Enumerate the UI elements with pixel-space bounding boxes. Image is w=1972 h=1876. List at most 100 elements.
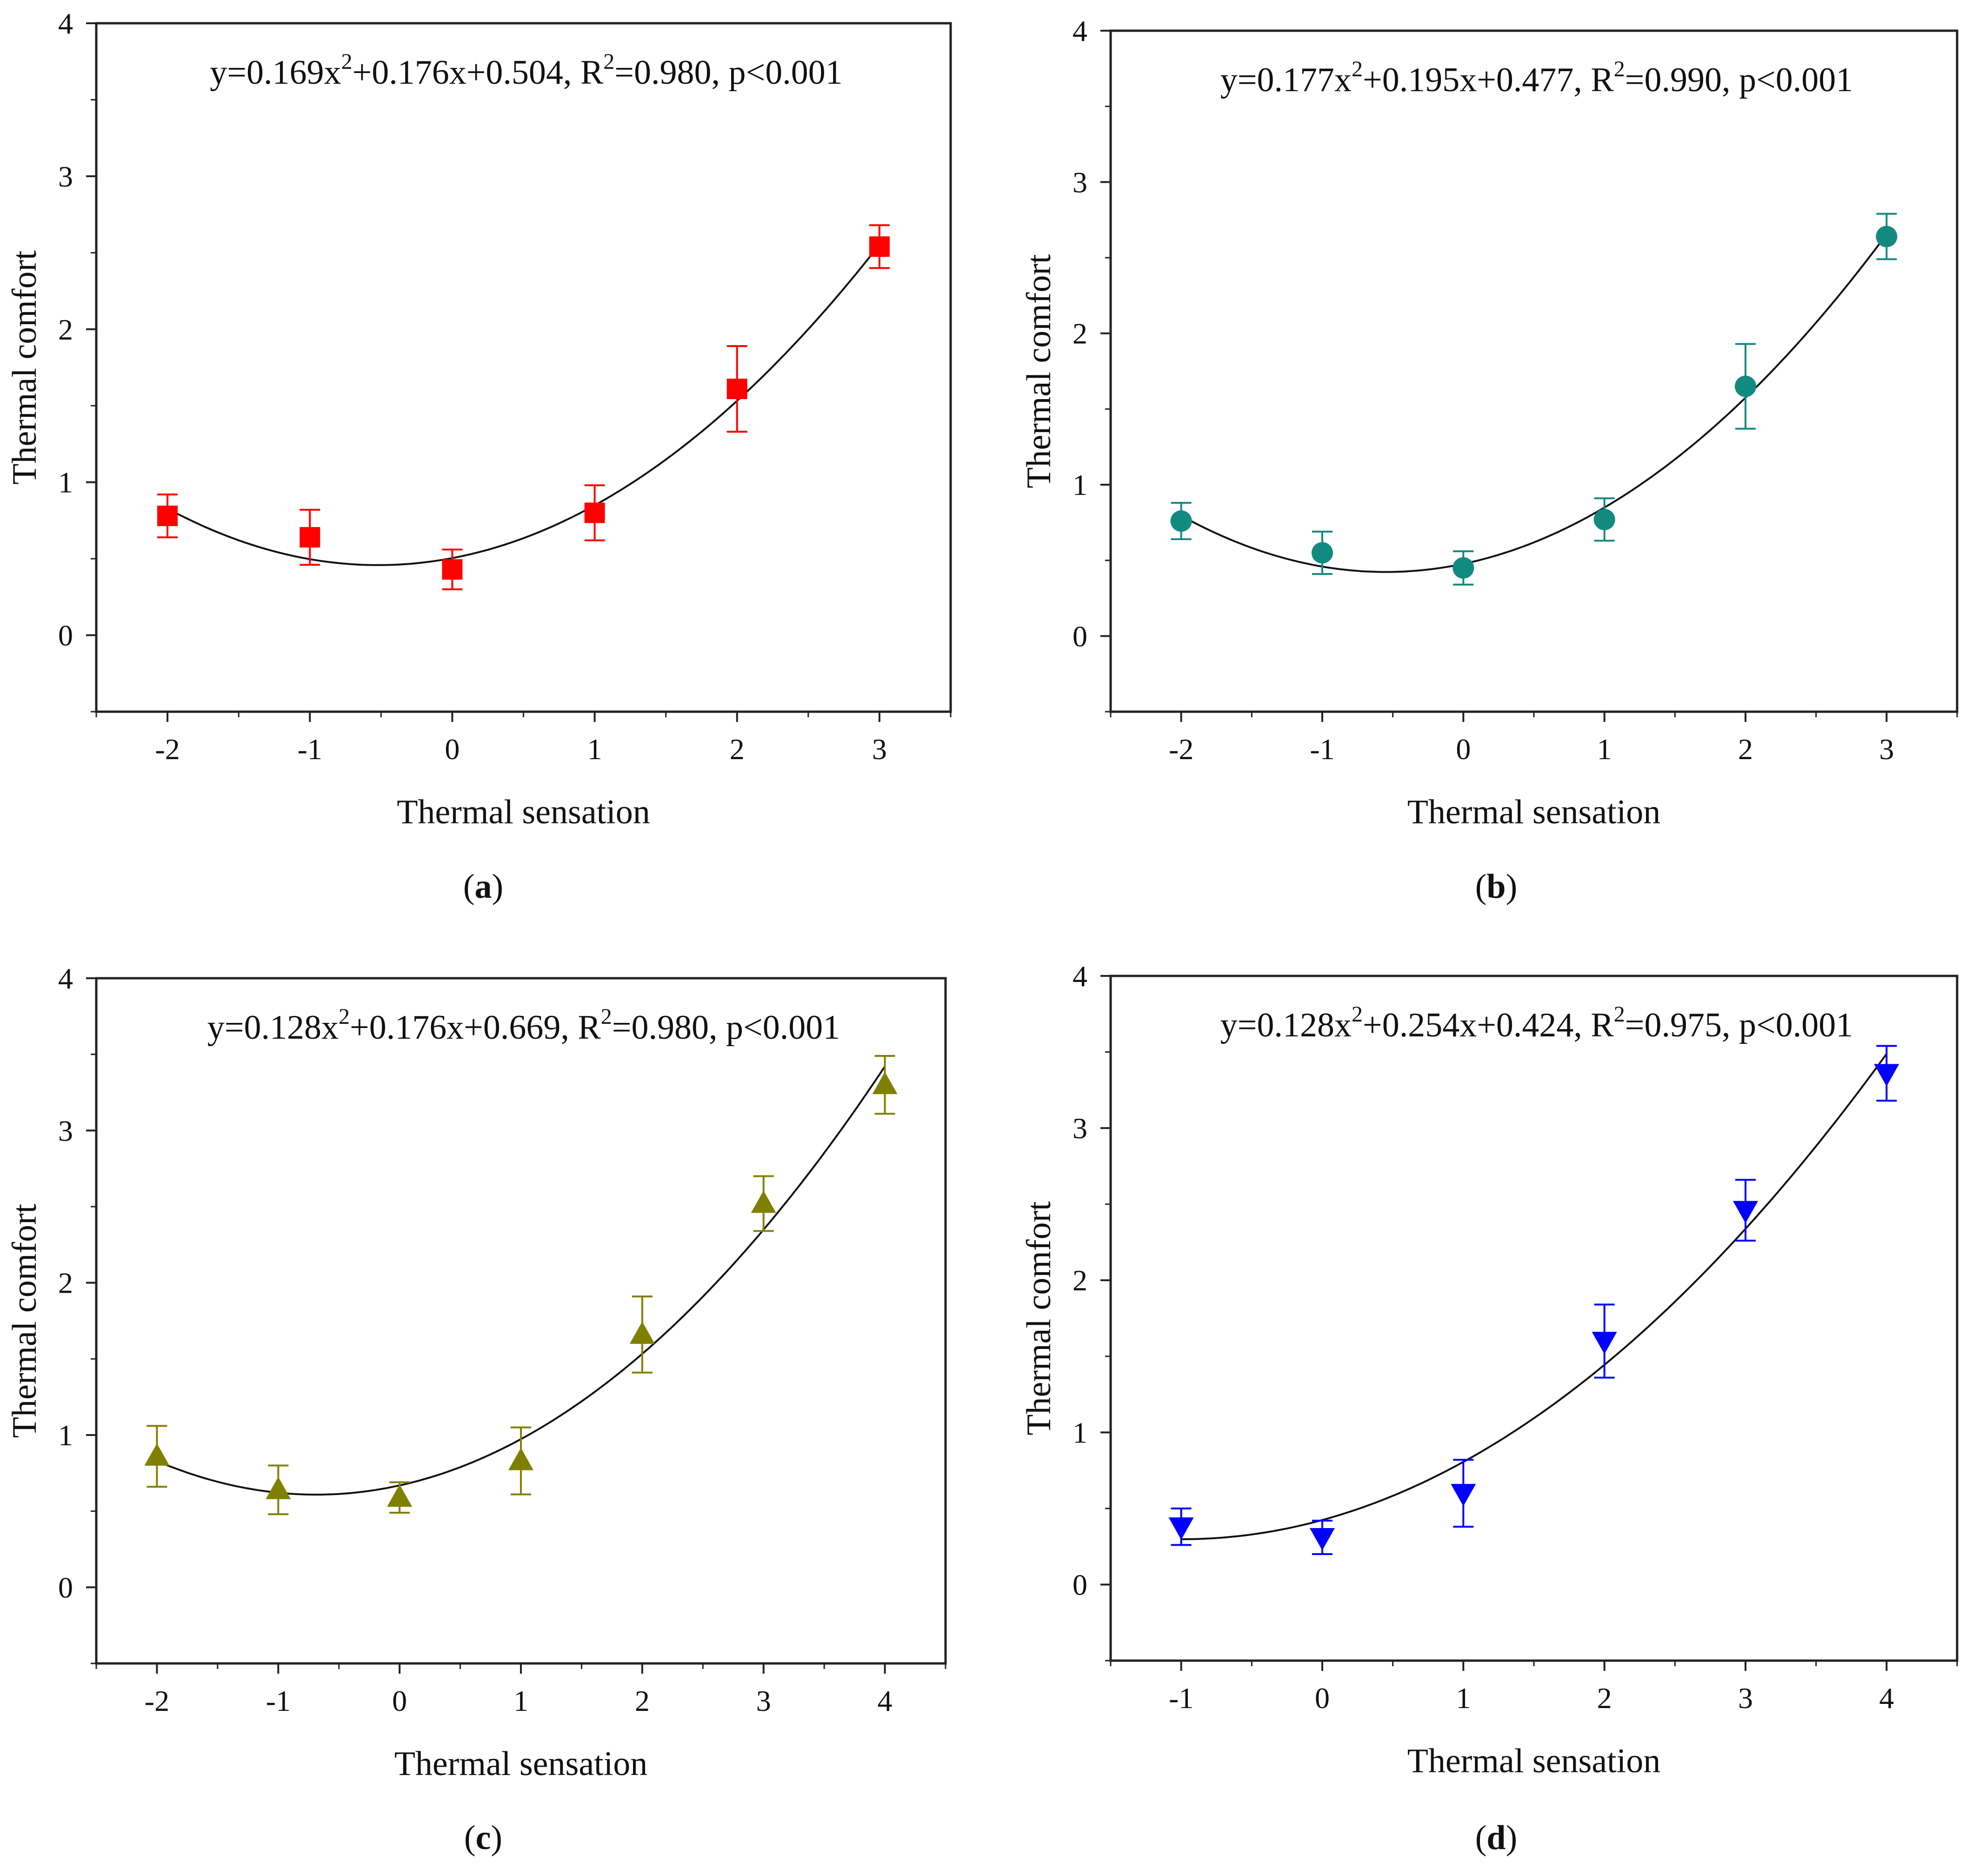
fit-curve: [1180, 234, 1887, 573]
paren: (: [1475, 1819, 1487, 1857]
equation-part: =0.980, p<0.001: [612, 1008, 840, 1047]
panel-letter: b: [1486, 868, 1506, 906]
plot-frame: [95, 22, 952, 713]
y-tick-label: 2: [58, 313, 73, 346]
x-tick-label: -2: [145, 1684, 169, 1717]
y-axis-label: Thermal comfort: [1020, 254, 1058, 488]
x-tick-label: 3: [756, 1684, 771, 1717]
y-tick-label: 1: [58, 466, 73, 499]
x-tick-label: 4: [1879, 1682, 1894, 1715]
plot-frame: [95, 977, 947, 1665]
paren: (: [464, 1819, 476, 1857]
x-axis-label: Thermal sensation: [1407, 1742, 1661, 1780]
panel-label: (a): [463, 868, 503, 906]
x-tick-label: 0: [392, 1684, 407, 1717]
x-tick-label: 3: [1879, 733, 1894, 766]
y-tick-label: 4: [58, 7, 73, 40]
data-point: [1593, 508, 1615, 530]
y-tick-label: 0: [58, 619, 73, 652]
paren: (: [463, 868, 475, 906]
chart-panel-c: 0 1 2 3 4 -2 -1 0 1 2 3 4 Thermal sensation Thermal c…: [6, 962, 947, 1857]
data-point: [1310, 1528, 1335, 1551]
y-axis-label: Thermal comfort: [6, 250, 44, 485]
panel-letter: c: [476, 1819, 491, 1857]
paren: (: [1475, 868, 1487, 906]
chart-panel-d: 0 1 2 3 4 -1 0 1 2 3 4 Thermal sensation Thermal com…: [1020, 960, 1959, 1857]
x-tick-label: 0: [1456, 733, 1471, 766]
y-tick-label: 0: [1073, 620, 1087, 653]
equation-part: y=0.169x: [210, 53, 341, 92]
equation-part: y=0.128x: [207, 1008, 339, 1047]
panel-label: (c): [464, 1819, 502, 1857]
data-point: [157, 506, 178, 527]
y-tick-label: 2: [1073, 1264, 1087, 1297]
y-tick-label: 4: [1073, 960, 1087, 993]
x-tick-label: 2: [1738, 733, 1753, 766]
panel-label: (d): [1475, 1819, 1517, 1857]
y-tick-label: 2: [58, 1267, 73, 1300]
y-tick-label: 3: [1073, 166, 1087, 199]
data-point: [872, 1072, 898, 1095]
equation-part: =0.975, p<0.001: [1625, 1006, 1853, 1044]
y-axis-label: Thermal comfort: [6, 1203, 44, 1438]
panel-letter: a: [475, 868, 492, 906]
y-tick-label: 4: [58, 962, 73, 995]
data-point: [1874, 1064, 1899, 1087]
x-tick-label: -2: [155, 733, 180, 766]
fit-curve: [167, 244, 880, 566]
data-point: [629, 1321, 655, 1344]
paren: ): [1506, 868, 1518, 906]
fit-curve: [1181, 1053, 1887, 1540]
y-tick-label: 0: [1073, 1568, 1087, 1601]
data-point: [1168, 1517, 1194, 1540]
paren: ): [491, 1819, 502, 1857]
x-tick-label: 0: [1315, 1682, 1330, 1715]
data-point: [144, 1443, 170, 1466]
x-axis-label: Thermal sensation: [397, 793, 650, 831]
x-tick-label: -1: [298, 733, 322, 766]
x-tick-label: 1: [587, 733, 602, 766]
fit-equation: y=0.128x2+0.176x+0.669, R2=0.980, p<0.00…: [207, 1004, 840, 1047]
y-tick-label: 1: [1073, 1416, 1087, 1449]
y-tick-label: 2: [1073, 317, 1087, 350]
y-tick-label: 3: [1073, 1112, 1087, 1145]
superscript: 2: [601, 1004, 612, 1029]
data-point: [300, 527, 320, 548]
y-tick-label: 1: [1073, 468, 1087, 501]
data-point: [751, 1190, 776, 1213]
superscript: 2: [1352, 1002, 1363, 1027]
data-point: [1876, 226, 1898, 247]
plot-frame: [1109, 975, 1959, 1662]
data-point: [1170, 510, 1192, 532]
x-tick-label: 4: [878, 1684, 893, 1717]
fit-equation: y=0.128x2+0.254x+0.424, R2=0.975, p<0.00…: [1220, 1002, 1853, 1044]
data-point: [1733, 1201, 1758, 1223]
fit-equation: y=0.177x2+0.195x+0.477, R2=0.990, p<0.00…: [1220, 57, 1853, 99]
superscript: 2: [603, 49, 614, 74]
data-point: [869, 236, 890, 257]
data-point: [1451, 1484, 1476, 1507]
x-tick-label: -1: [1310, 733, 1334, 766]
chart-panel-a: 0 1 2 3 4 -2 -1 0 1 2 3 Thermal sensation Thermal co…: [6, 7, 952, 906]
equation-part: y=0.177x: [1220, 61, 1352, 99]
x-tick-label: -1: [1169, 1682, 1193, 1715]
x-tick-label: 2: [730, 733, 745, 766]
y-tick-label: 1: [58, 1419, 73, 1452]
plot-frame: [1109, 29, 1959, 713]
panel-letter: d: [1486, 1819, 1506, 1857]
equation-part: =0.990, p<0.001: [1625, 61, 1853, 99]
data-point: [442, 559, 463, 580]
y-axis-label: Thermal comfort: [1020, 1201, 1058, 1435]
paren: ): [1506, 1819, 1518, 1857]
x-tick-label: -1: [266, 1684, 291, 1717]
equation-part: +0.254x+0.424, R: [1363, 1006, 1614, 1044]
data-point: [387, 1484, 413, 1507]
x-axis-label: Thermal sensation: [1407, 793, 1661, 831]
superscript: 2: [341, 49, 352, 74]
paren: ): [492, 868, 504, 906]
y-tick-label: 3: [58, 1114, 73, 1147]
y-tick-label: 4: [1073, 14, 1087, 47]
x-tick-label: 2: [1597, 1682, 1612, 1715]
x-tick-label: 3: [872, 733, 887, 766]
